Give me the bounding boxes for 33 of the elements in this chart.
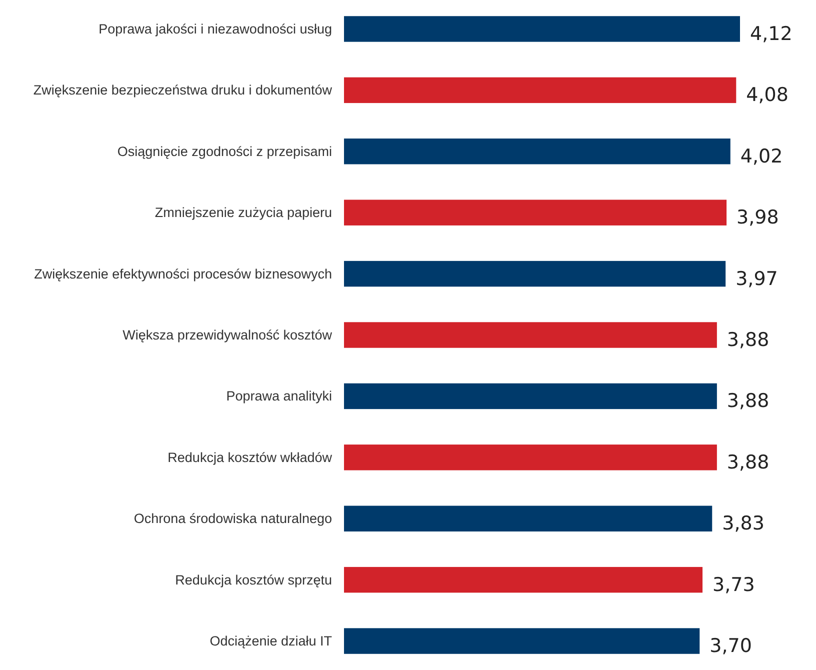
bar (344, 322, 717, 348)
y-tick-label: Zwiększenie efektywności procesów biznesowych (34, 266, 332, 282)
data-label: 4,12 (750, 22, 792, 45)
bar (344, 138, 730, 164)
data-label: 3,88 (726, 390, 770, 412)
bar (344, 444, 717, 470)
data-label: 4,02 (740, 145, 783, 168)
data-label: 3,88 (726, 451, 770, 474)
data-label: 3,88 (726, 329, 770, 351)
bar (344, 506, 712, 532)
y-tick-label: Zwiększenie bezpieczeństwa druku i dokumentów (33, 82, 332, 98)
data-label: 3,83 (722, 512, 764, 535)
bar (344, 566, 703, 593)
y-tick-label: Poprawa analityki (226, 388, 332, 404)
bar (344, 260, 726, 287)
data-label: 3,98 (736, 206, 779, 229)
y-tick-label: Większa przewidywalność kosztów (122, 328, 332, 342)
y-tick-label: Osiągnięcie zgodności z przepisami (117, 144, 332, 159)
y-tick-label: Odciążenie działu IT (210, 634, 332, 649)
y-tick-label: Redukcja kosztów sprzętu (175, 572, 332, 588)
bar (344, 200, 727, 226)
data-label: 3,73 (712, 574, 755, 596)
data-label: 4,08 (746, 84, 788, 106)
bar (344, 77, 736, 104)
data-label: 3,97 (736, 268, 778, 290)
y-tick-label: Redukcja kosztów wkładów (168, 450, 332, 465)
y-tick-label: Poprawa jakości i niezawodności usług (98, 21, 332, 36)
bar (344, 16, 740, 42)
bar (344, 628, 700, 654)
y-tick-label: Ochrona środowiska naturalnego (134, 511, 332, 526)
y-tick-label: Zmniejszenie zużycia papieru (154, 205, 332, 220)
bar (344, 383, 717, 410)
data-label: 3,70 (710, 635, 752, 658)
